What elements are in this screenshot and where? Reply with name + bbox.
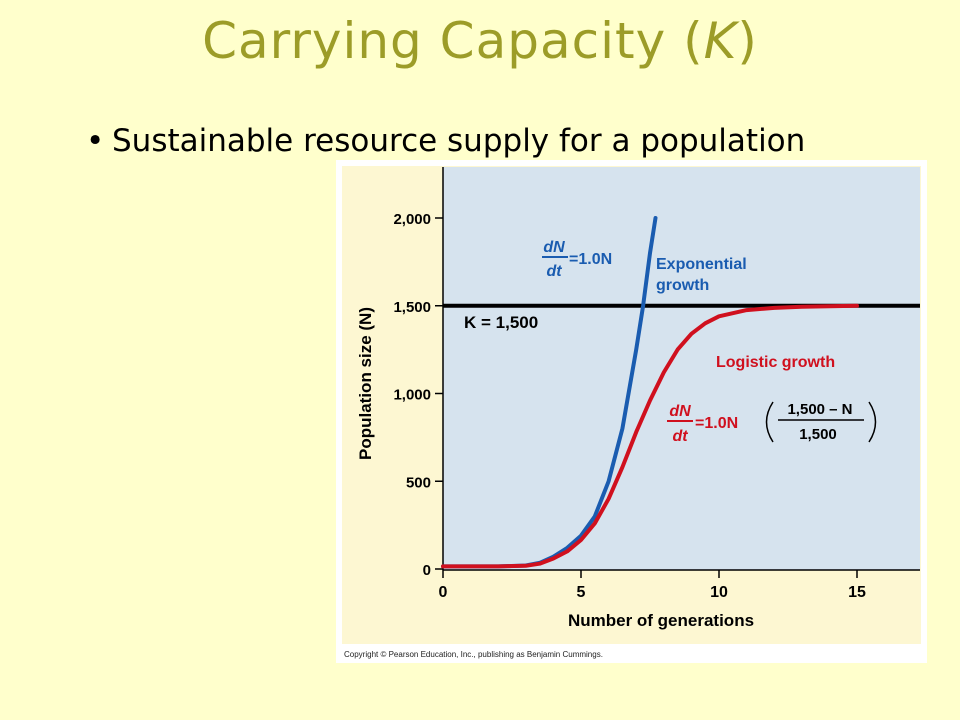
population-growth-chart: 0 500 1,000 1,500 2,000 0 5 10 15 Number of gener… bbox=[336, 160, 927, 663]
bullet-item: • Sustainable resource supply for a popu… bbox=[76, 94, 836, 188]
bullet-text: Sustainable resource supply for a popula… bbox=[112, 123, 806, 159]
y-tick-label: 0 bbox=[423, 562, 431, 579]
y-tick-label: 500 bbox=[406, 474, 431, 491]
log-eq-right-paren bbox=[868, 401, 877, 443]
title-text: Carrying Capacity ( bbox=[202, 12, 704, 70]
log-eq-frac-numerator: 1,500 – N bbox=[787, 401, 852, 418]
x-tick-label: 10 bbox=[710, 584, 728, 601]
log-label: Logistic growth bbox=[716, 354, 835, 371]
y-axis-title: Population size (N) bbox=[356, 307, 375, 460]
exp-eq-rhs: =1.0N bbox=[569, 251, 612, 268]
log-eq-denominator: dt bbox=[672, 428, 688, 445]
title-close: ) bbox=[737, 12, 758, 70]
exp-label-line1: Exponential bbox=[656, 256, 747, 273]
exp-eq-numerator: dN bbox=[543, 239, 565, 256]
log-eq-frac-denominator: 1,500 bbox=[799, 426, 837, 443]
copyright-text: Copyright © Pearson Education, Inc., pub… bbox=[344, 650, 603, 659]
y-tick-label: 1,000 bbox=[393, 387, 431, 404]
x-tick-label: 0 bbox=[439, 584, 448, 601]
axes: 0 500 1,000 1,500 2,000 0 5 10 15 Number of gener… bbox=[356, 167, 920, 630]
x-tick-label: 5 bbox=[577, 584, 586, 601]
labels-layer: K = 1,500 dN dt =1.0N Exponential growth Logis… bbox=[344, 239, 877, 659]
exp-label-line2: growth bbox=[656, 277, 709, 294]
series-layer bbox=[441, 216, 920, 569]
chart-figure: 0 500 1,000 1,500 2,000 0 5 10 15 Number of gener… bbox=[336, 160, 927, 663]
log-eq-numerator: dN bbox=[669, 403, 691, 420]
exp-eq-denominator: dt bbox=[546, 263, 562, 280]
x-axis-title: Number of generations bbox=[568, 611, 754, 630]
plot-area bbox=[443, 167, 920, 570]
k-line-label: K = 1,500 bbox=[464, 313, 538, 332]
slide-title: Carrying Capacity (K) bbox=[0, 12, 960, 70]
x-tick-label: 15 bbox=[848, 584, 866, 601]
title-k: K bbox=[703, 12, 738, 70]
log-eq-left-paren bbox=[765, 401, 774, 443]
log-eq-rhs: =1.0N bbox=[695, 415, 738, 432]
y-tick-label: 2,000 bbox=[393, 211, 431, 228]
bullet-dot: • bbox=[86, 123, 105, 159]
y-tick-label: 1,500 bbox=[393, 299, 431, 316]
logistic-series-line bbox=[441, 303, 859, 569]
